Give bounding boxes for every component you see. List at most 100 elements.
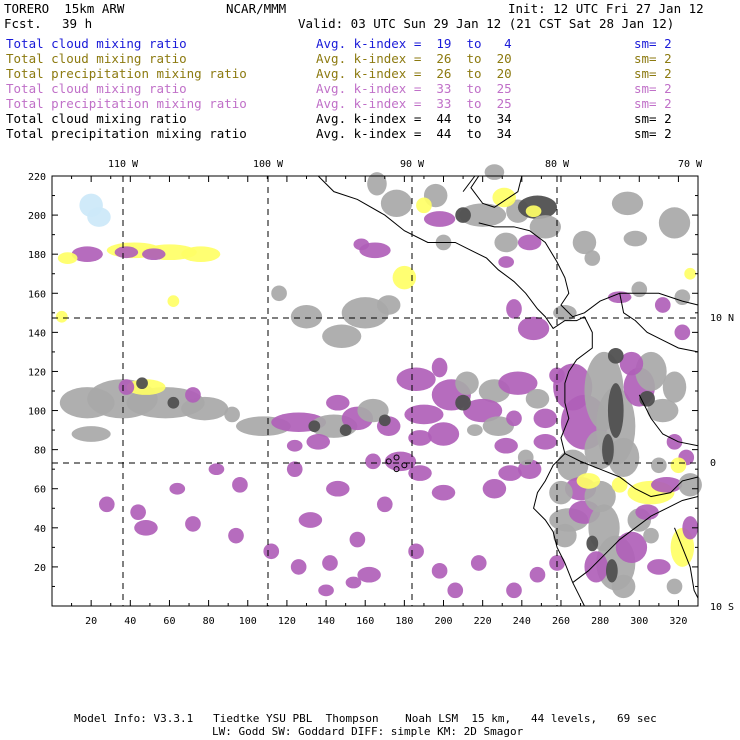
gray-cloud-patch: [623, 230, 648, 247]
y-tick-label: 180: [28, 250, 46, 261]
coastline: [470, 175, 523, 208]
x-tick-label: 220: [474, 616, 492, 627]
purple-cloud-patch: [286, 461, 303, 477]
yellow-cloud-patch: [392, 265, 417, 290]
dark-cloud-patch: [167, 396, 180, 409]
legend-field: Total cloud mixing ratio: [6, 51, 187, 66]
dark-cloud-patch: [605, 559, 618, 583]
gray-cloud-patch: [635, 351, 667, 392]
gray-cloud-patch: [290, 305, 323, 329]
legend-smoothing: sm= 2: [634, 126, 672, 141]
purple-cloud-patch: [423, 211, 456, 227]
coastline: [564, 453, 699, 498]
y-tick-label: 40: [34, 524, 46, 535]
gray-cloud-patch: [607, 437, 640, 478]
longitude-label: 100 W: [253, 159, 284, 170]
x-tick-label: 40: [124, 616, 136, 627]
legend-field: Total cloud mixing ratio: [6, 111, 187, 126]
y-tick-label: 80: [34, 446, 46, 457]
legend-smoothing: sm= 2: [634, 111, 672, 126]
y-tick-label: 140: [28, 328, 46, 339]
organization: NCAR/MMM: [226, 1, 287, 16]
coastline: [317, 175, 585, 330]
coastline: [572, 496, 699, 583]
purple-cloud-patch: [185, 516, 201, 532]
longitude-label: 90 W: [400, 159, 425, 170]
coastline: [638, 394, 699, 447]
legend-smoothing: sm= 2: [634, 36, 672, 51]
x-tick-label: 20: [85, 616, 97, 627]
dark-cloud-patch: [339, 424, 352, 436]
y-tick-label: 200: [28, 211, 46, 222]
longitude-label: 80 W: [545, 159, 570, 170]
purple-cloud-patch: [635, 504, 659, 520]
purple-cloud-patch: [584, 551, 608, 583]
longitude-label: 70 W: [678, 159, 703, 170]
dark-cloud-patch: [607, 348, 624, 364]
legend-k-index: Avg. k-index = 44 to 34: [316, 111, 512, 126]
gray-cloud-patch: [484, 164, 505, 180]
purple-cloud-patch: [376, 496, 393, 513]
gray-cloud-patch: [611, 191, 644, 216]
coastline: [674, 527, 699, 599]
gray-cloud-patch: [674, 289, 691, 305]
gray-cloud-patch: [651, 457, 667, 474]
galapagos-island: [393, 454, 400, 461]
purple-cloud-patch: [463, 398, 503, 423]
purple-cloud-patch: [682, 516, 698, 540]
purple-cloud-patch: [408, 430, 432, 446]
legend-smoothing: sm= 2: [634, 66, 672, 81]
legend-k-index: Avg. k-index = 44 to 34: [316, 126, 512, 141]
x-tick-label: 120: [278, 616, 296, 627]
gray-cloud-patch: [666, 578, 683, 595]
purple-cloud-patch: [404, 404, 444, 425]
purple-cloud-patch: [228, 527, 244, 544]
purple-cloud-patch: [674, 324, 691, 341]
purple-cloud-patch: [318, 584, 334, 597]
purple-cloud-patch: [396, 367, 436, 392]
forecast-hour: 39 h: [62, 16, 93, 31]
x-tick-label: 300: [630, 616, 648, 627]
purple-cloud-patch: [533, 408, 558, 429]
legend-row: Total precipitation mixing ratio Avg. k-i…: [6, 66, 726, 81]
purple-cloud-patch: [345, 576, 362, 589]
coastline: [462, 175, 476, 192]
coastlines: [317, 175, 699, 607]
gray-cloud-patch: [658, 207, 691, 239]
gray-cloud-patch: [572, 230, 597, 255]
legend-smoothing: sm= 2: [634, 81, 672, 96]
purple-cloud-patch: [431, 563, 448, 579]
y-tick-label: 100: [28, 407, 46, 418]
purple-cloud-patch: [647, 559, 671, 575]
legend-field: Total precipitation mixing ratio: [6, 66, 247, 81]
latitude-label: 0: [710, 458, 716, 469]
yellow-cloud-patch: [684, 267, 697, 280]
y-tick-label: 160: [28, 289, 46, 300]
gray-cloud-patch: [271, 285, 287, 302]
purple-cloud-patch: [326, 394, 350, 411]
purple-cloud-patch: [651, 477, 683, 493]
purple-cloud-patch: [290, 559, 307, 575]
yellow-cloud-patch: [670, 457, 687, 474]
yellow-cloud-patch: [416, 197, 432, 214]
legend-row: Total precipitation mixing ratio Avg. k-i…: [6, 96, 726, 111]
gray-cloud-patch: [367, 172, 387, 196]
y-tick-label: 120: [28, 367, 46, 378]
purple-cloud-patch: [506, 582, 522, 599]
purple-cloud-patch: [619, 351, 644, 376]
yellow-cloud-patch: [492, 187, 516, 208]
dark-cloud-patch: [308, 420, 321, 433]
purple-cloud-patch: [298, 512, 323, 528]
purple-cloud-patch: [349, 531, 366, 548]
latitude-label: 10 S: [710, 602, 734, 613]
purple-cloud-patch: [506, 299, 522, 319]
gray-cloud-patch: [459, 203, 507, 227]
gray-cloud-patch: [455, 371, 479, 395]
purple-cloud-patch: [498, 256, 514, 268]
purple-cloud-patch: [506, 410, 522, 427]
purple-cloud-patch: [498, 465, 522, 481]
coastline: [478, 222, 699, 318]
purple-cloud-patch: [130, 504, 146, 520]
gray-cloud-patch: [584, 250, 601, 266]
